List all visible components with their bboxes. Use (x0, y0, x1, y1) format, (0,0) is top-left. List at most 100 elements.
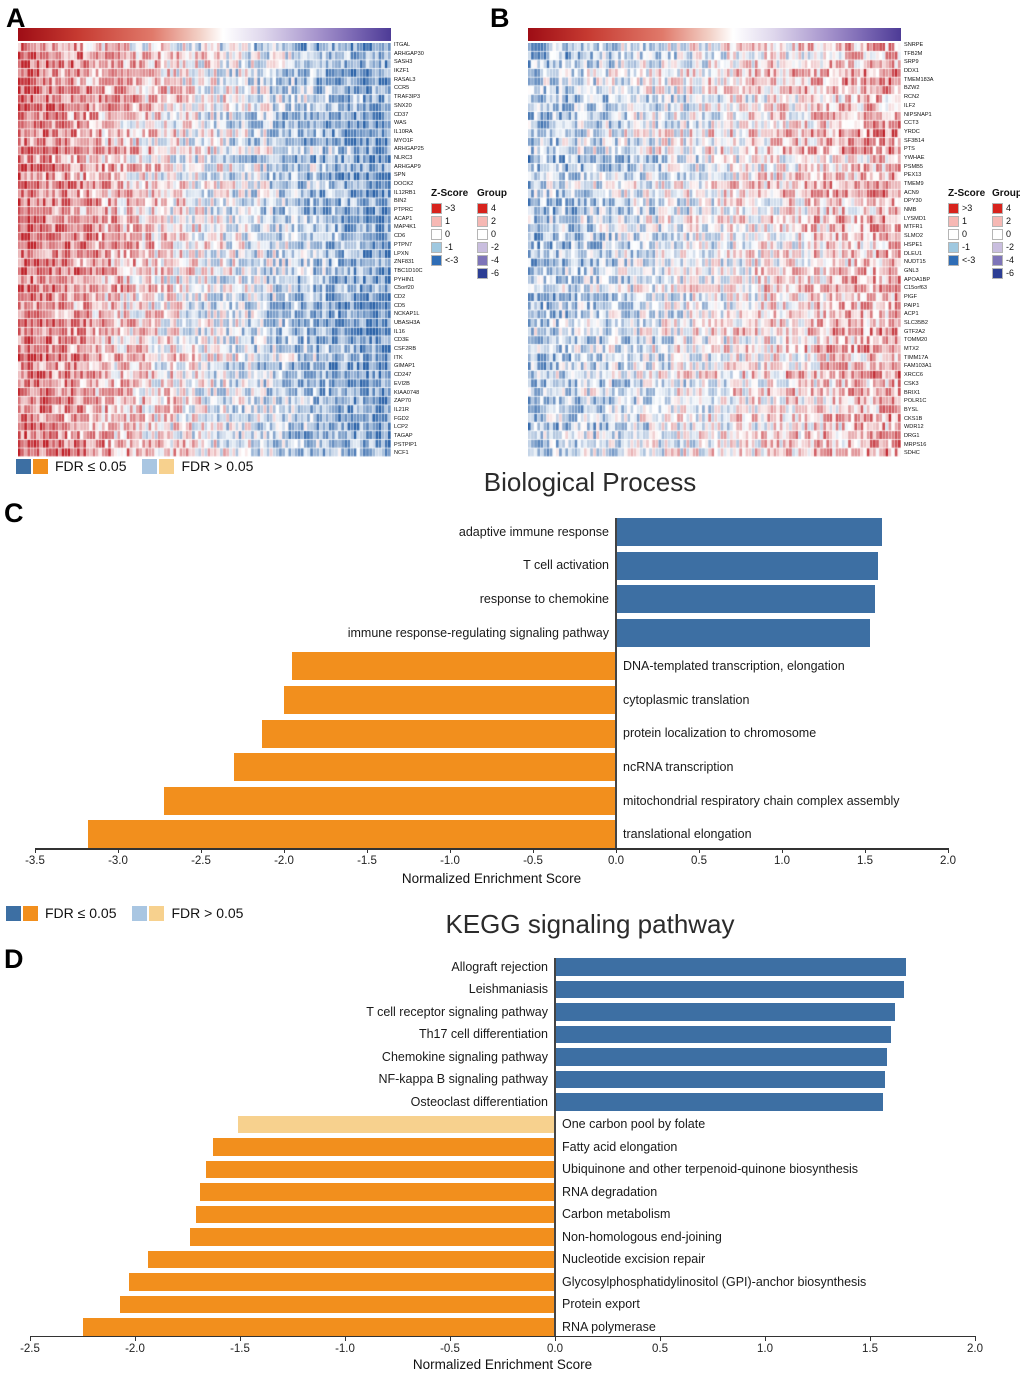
nes-bar (212, 1138, 555, 1156)
legend-entry: 1 (948, 216, 985, 227)
x-axis-tick (616, 848, 617, 854)
gene-label: TMEM9 (904, 181, 924, 187)
gene-label: GTF2A2 (904, 328, 926, 335)
kegg-xaxis-title: Normalized Enrichment Score (412, 1357, 593, 1372)
bar-label: T cell activation (523, 558, 609, 573)
zero-axis-line (615, 518, 617, 849)
x-axis-tick (30, 1335, 31, 1341)
x-axis-tick-label: 2.0 (940, 855, 956, 868)
x-axis-tick (865, 848, 866, 854)
bar-label: Th17 cell differentiation (418, 1027, 548, 1041)
gene-label: ZAP70 (394, 398, 412, 405)
x-axis-tick-label: 0.0 (608, 855, 624, 868)
legend-swatch (477, 255, 488, 266)
bar-label: ncRNA transcription (623, 759, 734, 774)
legend-entry: -1 (948, 242, 985, 253)
bp-xaxis-title: Normalized Enrichment Score (401, 871, 582, 886)
bar-label: Leishmaniasis (468, 982, 548, 996)
legend-entry: -2 (992, 242, 1020, 253)
bar-label: One carbon pool by folate (562, 1117, 706, 1131)
gene-label: IL10RA (394, 128, 413, 135)
x-axis-tick-label: -1.5 (357, 855, 377, 868)
x-axis-tick-label: -3.5 (25, 855, 45, 868)
x-axis-tick-label: -1.5 (230, 1342, 250, 1355)
nes-bar (189, 1228, 555, 1246)
legend-swatch (948, 203, 959, 214)
fdr-nonsignificant-blue-swatch (142, 458, 158, 474)
legend-swatch (477, 229, 488, 240)
gene-label: CCT3 (904, 120, 919, 127)
legend-entry: -6 (992, 268, 1020, 279)
zscore-legend-entries: >3 1 0 -1 <-3 (431, 203, 468, 266)
legend-entry-label: 0 (445, 229, 451, 239)
x-axis-tick (765, 1335, 766, 1341)
gene-label: TBC1D10C (394, 267, 423, 274)
gene-label: CD3E (394, 337, 409, 344)
gene-label: CD247 (394, 372, 412, 379)
gene-label: IKZF1 (394, 68, 410, 75)
nes-bar (88, 820, 616, 849)
nes-bar (206, 1160, 555, 1178)
bar-label: cytoplasmic translation (623, 692, 750, 707)
gene-label: LPXN (394, 250, 409, 257)
gene-label: NUDT15 (904, 259, 926, 266)
nes-bar (555, 1093, 883, 1111)
gene-label: ITGAL (394, 42, 411, 48)
legend-entry: 1 (431, 216, 468, 227)
legend-entry-label: 4 (1006, 203, 1012, 213)
gene-label: NIPSNAP1 (904, 111, 932, 118)
legend-swatch (431, 255, 442, 266)
fdr-significant-orange-swatch (33, 458, 48, 474)
nes-bar (284, 686, 616, 714)
x-axis-tick (367, 848, 368, 854)
gene-label: CSF2RB (394, 346, 417, 353)
x-axis-tick-label: 0.5 (691, 855, 707, 868)
gene-label: SF3B14 (904, 137, 925, 144)
gene-label: BIN2 (394, 198, 407, 205)
fdr-nonsignificant-orange-swatch (149, 905, 165, 921)
bar-label: Carbon metabolism (562, 1207, 671, 1221)
nes-bar (234, 753, 616, 782)
gene-label: LCP2 (394, 424, 408, 431)
x-axis-tick-label: -1.0 (335, 1342, 355, 1355)
bar-label: NF-kappa B signaling pathway (378, 1072, 548, 1086)
x-axis-tick (345, 1335, 346, 1341)
nes-bar (262, 719, 616, 748)
gene-label: CCR5 (394, 85, 410, 92)
panel-a-label: A (6, 3, 26, 33)
gene-label: CKS1B (904, 415, 923, 422)
x-axis-tick (948, 848, 949, 854)
x-axis-tick-label: -2.0 (125, 1342, 145, 1355)
gene-label: SNRPE (904, 42, 924, 48)
gene-label: PSMB5 (904, 163, 923, 170)
legend-entry: 4 (477, 203, 507, 214)
nes-bar (120, 1295, 555, 1313)
gene-label: ITK (394, 354, 403, 361)
fdr-significant-blue-swatch (16, 458, 31, 474)
panel-b-label: B (490, 3, 510, 33)
gene-label: YRDC (904, 128, 920, 135)
legend-entry: 2 (992, 216, 1020, 227)
bar-label: T cell receptor signaling pathway (366, 1004, 548, 1019)
x-axis-tick (135, 1335, 136, 1341)
x-axis-tick-label: -2.0 (274, 855, 294, 868)
gene-label: PIGF (904, 293, 918, 300)
gene-label: MAP4K1 (394, 224, 417, 231)
fdr-nonsignificant-orange-swatch (159, 458, 175, 474)
x-axis-tick-label: 1.5 (857, 855, 873, 868)
nes-bar (237, 1115, 555, 1133)
gene-label: IL21R (394, 406, 409, 413)
gene-label: BZW2 (904, 85, 920, 92)
x-axis-tick-label: -1.0 (440, 855, 460, 868)
zscore-legend-entries: >3 1 0 -1 <-3 (948, 203, 985, 266)
heatmap-a-group-annotation-bar (18, 28, 391, 41)
bar-label: adaptive immune response (458, 524, 609, 539)
legend-entry-label: -4 (491, 255, 500, 265)
x-axis-tick-label: -2.5 (191, 855, 211, 868)
gene-label: XRCC6 (904, 372, 923, 379)
kegg-chart-title: KEGG signaling pathway (445, 909, 735, 939)
gene-label: IL16 (394, 328, 405, 335)
x-axis-tick-label: -3.0 (108, 855, 128, 868)
gene-label: NCKAP1L (394, 311, 420, 318)
legend-entry: <-3 (431, 255, 468, 266)
